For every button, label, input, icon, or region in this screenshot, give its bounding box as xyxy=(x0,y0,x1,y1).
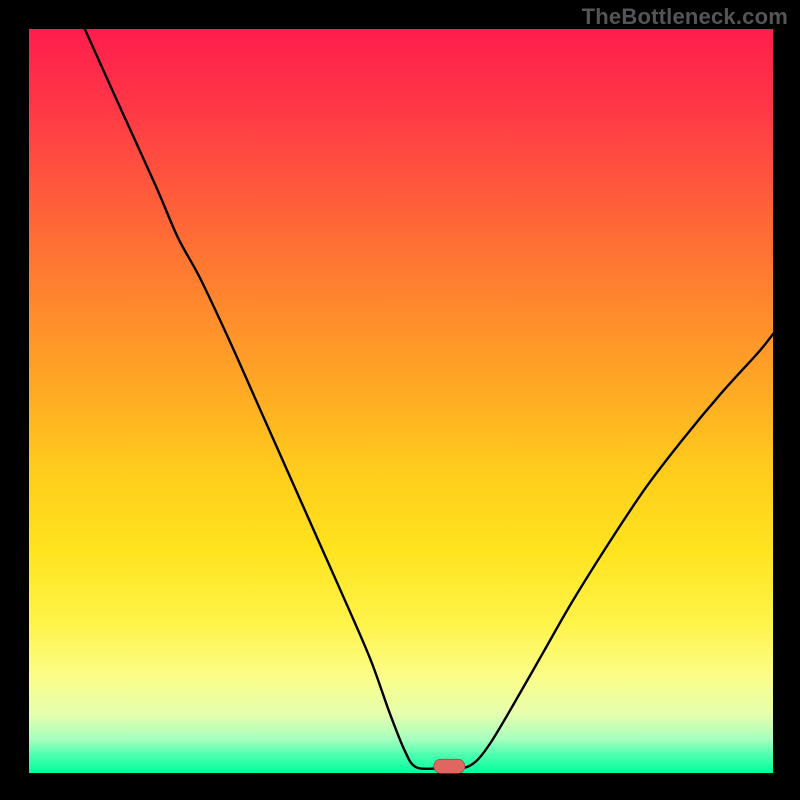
chart-svg xyxy=(0,0,800,800)
bottleneck-chart: TheBottleneck.com xyxy=(0,0,800,800)
